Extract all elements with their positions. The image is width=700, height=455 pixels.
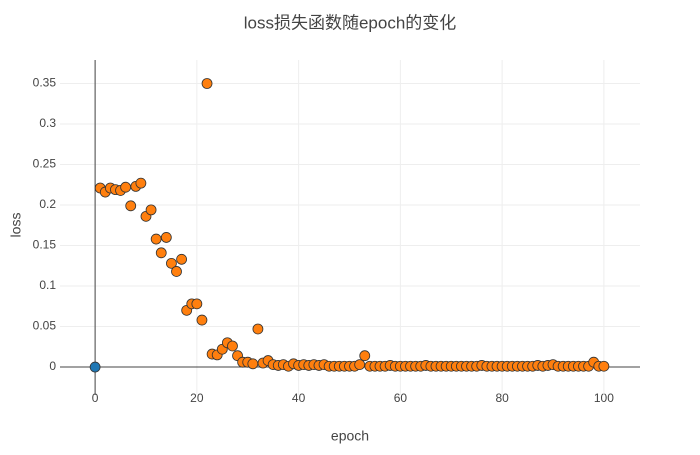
y-tick-label: 0.15 bbox=[33, 238, 57, 252]
point bbox=[171, 266, 182, 277]
y-tick-label: 0.3 bbox=[39, 116, 56, 130]
y-tick-label: 0 bbox=[49, 359, 56, 373]
point bbox=[125, 200, 137, 212]
point bbox=[166, 257, 177, 269]
x-tick-label: 100 bbox=[594, 391, 614, 405]
point bbox=[247, 358, 259, 370]
point bbox=[155, 247, 167, 259]
x-tick-label: 80 bbox=[495, 391, 509, 405]
point bbox=[160, 232, 172, 243]
point bbox=[359, 350, 371, 362]
y-axis-label: loss bbox=[8, 213, 24, 238]
point bbox=[191, 298, 203, 310]
point bbox=[150, 233, 162, 245]
y-tick-label: 0.05 bbox=[33, 319, 57, 333]
point bbox=[176, 253, 187, 265]
x-axis-label: epoch bbox=[331, 428, 369, 444]
x-tick-label: 0 bbox=[92, 391, 99, 405]
x-tick-label: 40 bbox=[292, 391, 306, 405]
chart-title: loss损失函数随epoch的变化 bbox=[244, 13, 457, 32]
point bbox=[135, 177, 147, 189]
point bbox=[354, 359, 366, 371]
y-tick-label: 0.25 bbox=[33, 157, 57, 171]
point bbox=[120, 181, 132, 193]
point bbox=[598, 360, 610, 372]
point bbox=[145, 204, 157, 216]
point bbox=[252, 323, 264, 335]
point bbox=[89, 361, 101, 373]
y-tick-label: 0.2 bbox=[39, 197, 56, 211]
point bbox=[227, 340, 238, 352]
y-tick-label: 0.1 bbox=[39, 278, 56, 292]
y-tick-label: 0.35 bbox=[33, 76, 57, 90]
point bbox=[201, 78, 213, 89]
x-tick-label: 60 bbox=[394, 391, 408, 405]
point bbox=[196, 314, 208, 326]
x-tick-label: 20 bbox=[190, 391, 204, 405]
